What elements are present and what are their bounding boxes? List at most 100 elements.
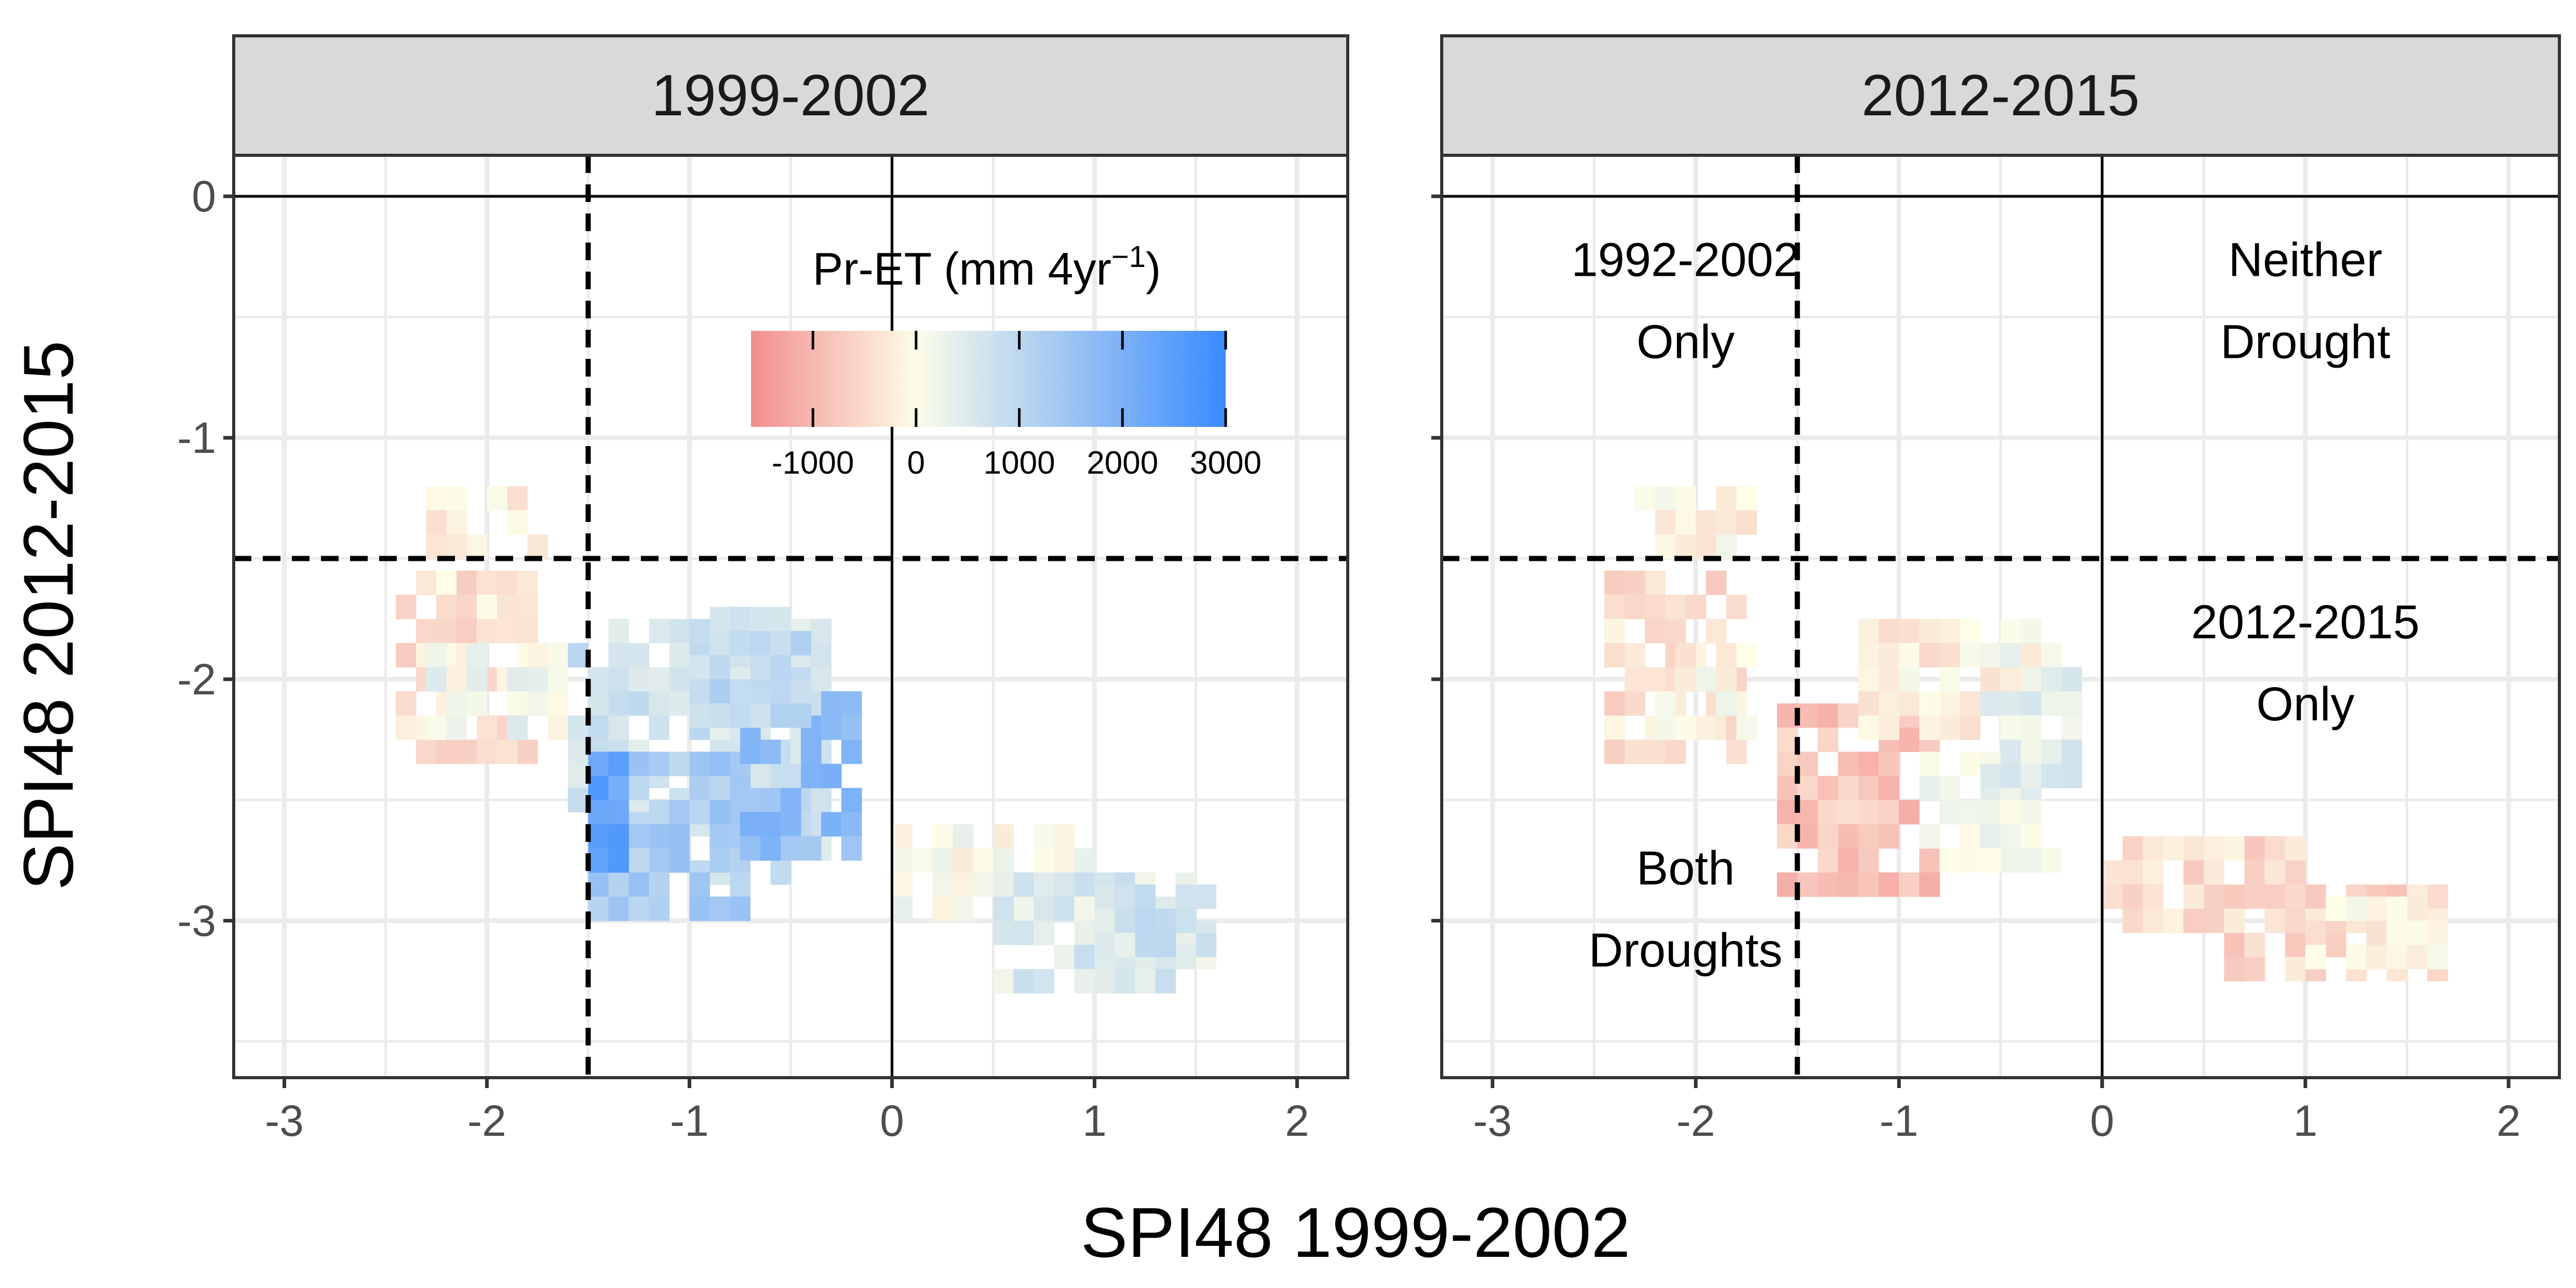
heatmap-cell	[608, 752, 629, 776]
heatmap-cell	[588, 896, 609, 921]
heatmap-cell	[1960, 715, 1981, 740]
region-label: 2012-2015 Only	[2191, 596, 2420, 731]
heatmap-cell	[790, 630, 812, 655]
heatmap-cell	[1879, 872, 1899, 897]
heatmap-cell	[1604, 619, 1625, 643]
heatmap-cell	[1074, 945, 1095, 970]
heatmap-cell	[1980, 691, 2001, 716]
heatmap-cell	[507, 486, 528, 511]
heatmap-cell	[730, 896, 751, 921]
heatmap-cell	[1716, 534, 1737, 559]
heatmap-cell	[608, 619, 629, 643]
heatmap-cell	[1797, 775, 1818, 800]
heatmap-cell	[608, 872, 629, 897]
heatmap-cell	[821, 763, 842, 788]
heatmap-cell	[770, 607, 791, 632]
heatmap-cell	[2204, 860, 2224, 885]
heatmap-cell	[2366, 920, 2387, 945]
heatmap-cell	[2001, 800, 2021, 825]
heatmap-cell	[760, 836, 781, 861]
heatmap-cell	[2407, 945, 2428, 970]
colorbar-tick-label: 1000	[984, 445, 1055, 481]
heatmap-cell	[628, 643, 650, 668]
heatmap-cell	[649, 752, 670, 776]
heatmap-cell	[1858, 691, 1879, 716]
heatmap-cell	[2346, 945, 2367, 970]
heatmap-cell	[821, 691, 842, 716]
heatmap-cell	[1175, 945, 1197, 970]
heatmap-cell	[477, 619, 498, 643]
heatmap-cell	[2224, 933, 2245, 958]
heatmap-cell	[1706, 619, 1727, 643]
heatmap-cell	[1135, 969, 1156, 994]
heatmap-cell	[2326, 933, 2346, 958]
heatmap-cell	[1013, 920, 1035, 945]
region-label: Neither Drought	[2220, 233, 2390, 368]
heatmap-cell	[1980, 824, 2001, 849]
heatmap-cell	[2305, 945, 2326, 970]
colorbar-title-main: Pr-ET (mm 4yr	[813, 243, 1111, 294]
heatmap-cell	[689, 655, 710, 680]
heatmap-cell	[588, 775, 609, 800]
heatmap-cell	[1074, 969, 1095, 994]
heatmap-cell	[2001, 715, 2021, 740]
heatmap-cell	[1696, 510, 1716, 535]
heatmap-cell	[750, 655, 771, 680]
region-label-line: Drought	[2220, 315, 2390, 368]
heatmap-cell	[1716, 691, 1737, 716]
heatmap-cell	[1899, 619, 1920, 643]
heatmap-cell	[1074, 848, 1095, 873]
heatmap-cell	[2122, 860, 2143, 885]
heatmap-cell	[1858, 715, 1879, 740]
heatmap-cell	[1797, 872, 1818, 897]
heatmap-cell	[527, 691, 548, 716]
heatmap-cell	[689, 800, 710, 825]
heatmap-cell	[1094, 908, 1116, 933]
heatmap-cell	[628, 824, 650, 849]
heatmap-cell	[1879, 691, 1899, 716]
heatmap-cell	[1939, 800, 1961, 825]
heatmap-cell	[1696, 715, 1716, 740]
x-tick-label: 0	[880, 1096, 904, 1145]
heatmap-cell	[740, 812, 761, 837]
heatmap-cell	[2366, 945, 2387, 970]
heatmap-cell	[1919, 872, 1940, 897]
heatmap-cell	[2041, 643, 2062, 668]
heatmap-cell	[2224, 884, 2245, 909]
heatmap-cell	[740, 788, 761, 813]
heatmap-cell	[1094, 969, 1116, 994]
heatmap-cell	[932, 824, 954, 849]
y-tick-label: -3	[177, 896, 216, 945]
heatmap-cell	[781, 836, 801, 861]
heatmap-cell	[1665, 740, 1686, 764]
heatmap-cell	[1879, 775, 1899, 800]
heatmap-cell	[1625, 595, 1645, 620]
heatmap-cell	[1939, 715, 1961, 740]
heatmap-cell	[1919, 848, 1940, 873]
heatmap-cell	[517, 619, 538, 643]
heatmap-cell	[2264, 884, 2286, 909]
heatmap-cell	[608, 691, 629, 716]
heatmap-cell	[396, 595, 417, 620]
y-axis-ticks: 0 -1 -2 -3	[177, 172, 234, 945]
heatmap-cell	[2244, 884, 2265, 909]
heatmap-cell	[497, 595, 518, 620]
heatmap-cell	[760, 788, 781, 813]
heatmap-cell	[2041, 848, 2062, 873]
heatmap-cell	[1736, 510, 1757, 535]
heatmap-cell	[709, 824, 731, 849]
heatmap-cell	[547, 715, 569, 740]
strip-background	[232, 34, 1349, 157]
heatmap-cell	[1817, 872, 1839, 897]
heatmap-cell	[1175, 908, 1197, 933]
heatmap-cell	[1960, 619, 1981, 643]
heatmap-cell	[436, 595, 457, 620]
heatmap-cell	[1175, 884, 1197, 909]
heatmap-cell	[608, 775, 629, 800]
heatmap-cell	[517, 740, 538, 764]
heatmap-cell	[2021, 848, 2042, 873]
heatmap-cell	[1655, 510, 1676, 535]
plot-border	[232, 154, 1349, 1079]
heatmap-cell	[2122, 884, 2143, 909]
